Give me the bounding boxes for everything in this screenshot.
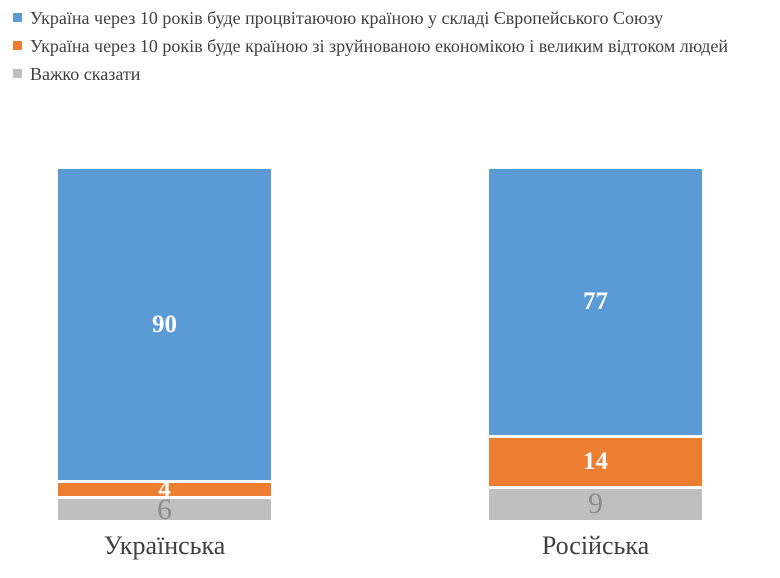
legend-item-ruined-economy: Україна через 10 років буде країною зі з… <box>13 32 767 60</box>
legend-item-eu-prosperity: Україна через 10 років буде процвітаючою… <box>13 4 767 32</box>
bar-segment-orange: 4 <box>58 477 271 502</box>
data-label: 4 <box>158 475 171 503</box>
chart-legend: Україна через 10 років буде процвітаючою… <box>13 4 767 88</box>
bar-rosiyska: 77 14 9 <box>489 169 702 520</box>
legend-label: Україна через 10 років буде процвітаючою… <box>30 8 664 28</box>
legend-item-hard-to-say: Важко сказати <box>13 60 767 88</box>
legend-label: Важко сказати <box>30 64 141 84</box>
data-label: 77 <box>583 288 608 316</box>
bar-segment-gray: 6 <box>58 494 271 524</box>
bar-segment-blue: 90 <box>58 169 271 480</box>
legend-swatch-orange-icon <box>13 41 22 50</box>
legend-label: Україна через 10 років буде країною зі з… <box>30 36 729 56</box>
bar-segment-orange: 14 <box>489 437 702 486</box>
plot-area: 90 4 6 77 14 9 Українська Російська <box>0 169 780 578</box>
legend-swatch-gray-icon <box>13 69 22 78</box>
category-label-rosiyska: Російська <box>541 531 650 560</box>
category-label-ukrainska: Українська <box>103 531 226 560</box>
data-label: 14 <box>583 448 608 476</box>
bar-segment-gray: 9 <box>489 487 702 521</box>
data-label: 6 <box>157 492 172 526</box>
bar-segment-blue: 77 <box>489 169 702 435</box>
data-label: 9 <box>588 487 603 521</box>
legend-swatch-blue-icon <box>13 13 22 22</box>
bar-ukrainska: 90 4 6 <box>58 169 271 524</box>
data-label: 90 <box>152 310 177 338</box>
